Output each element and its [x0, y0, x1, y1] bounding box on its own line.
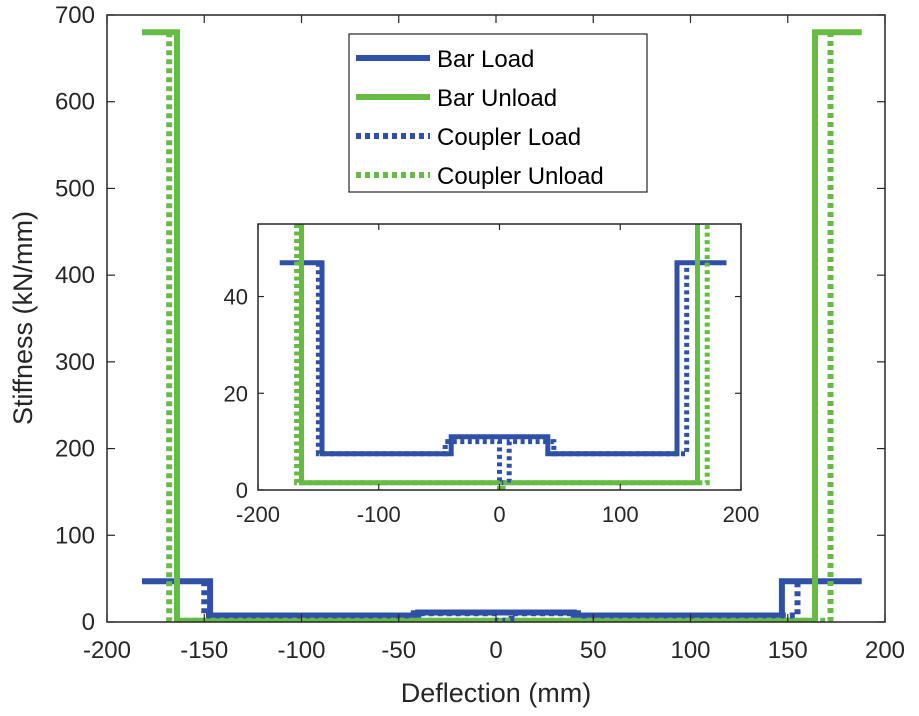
inset-y-tick-label: 40 — [224, 285, 248, 310]
inset-y-ticks: 0 20 40 — [224, 285, 741, 503]
legend-label-bar-unload: Bar Unload — [437, 85, 557, 112]
inset-x-tick-label: 100 — [602, 502, 639, 527]
legend-label-coupler-load: Coupler Load — [437, 124, 581, 151]
main-series-coupler-unload — [166, 32, 834, 622]
inset-series-bar-unload — [299, 224, 700, 486]
inset-x-tick-label: 200 — [723, 502, 760, 527]
inset-x-tick-label: -100 — [357, 502, 401, 527]
main-x-tick-label: -150 — [180, 637, 228, 664]
main-y-tick-label: 300 — [55, 349, 95, 376]
main-series-coupler-load — [201, 581, 801, 622]
main-x-tick-label: -200 — [83, 637, 131, 664]
inset-y-tick-label: 0 — [236, 478, 248, 503]
legend-label-bar-load: Bar Load — [437, 46, 534, 73]
main-y-tick-label: 500 — [55, 175, 95, 202]
main-x-tick-label: -50 — [381, 637, 416, 664]
main-axes: -200 -150 -100 -50 0 50 100 150 200 010020030040… — [55, 2, 905, 664]
inset-series-coupler-unload — [294, 224, 710, 490]
inset-series-group — [279, 224, 727, 490]
main-y-tick-label: 0 — [82, 609, 95, 636]
main-x-tick-label: 150 — [768, 637, 808, 664]
inset-axes: -200 -100 0 100 200 0 20 40 — [224, 223, 759, 527]
inset-x-tick-label: 0 — [493, 502, 505, 527]
main-y-tick-label: 700 — [55, 2, 95, 29]
inset-y-tick-label: 20 — [224, 381, 248, 406]
main-y-tick-label: 400 — [55, 262, 95, 289]
main-x-tick-label: 100 — [670, 637, 710, 664]
y-axis-title: Stiffness (kN/mm) — [8, 211, 38, 425]
main-x-tick-label: 0 — [489, 637, 502, 664]
main-y-tick-label: 600 — [55, 89, 95, 116]
legend-label-coupler-unload: Coupler Unload — [437, 163, 604, 190]
x-axis-title: Deflection (mm) — [401, 678, 592, 708]
main-x-tick-label: 50 — [580, 637, 607, 664]
inset-background — [258, 224, 741, 490]
main-y-tick-label: 200 — [55, 436, 95, 463]
inset-series-bar-load — [279, 260, 727, 457]
legend-entries: Bar Load Bar Unload Coupler Load Coupler Un… — [356, 46, 604, 190]
main-y-tick-label: 100 — [55, 522, 95, 549]
main-x-ticks: -200 -150 -100 -50 0 50 100 150 200 — [83, 15, 905, 664]
main-x-tick-label: 200 — [865, 637, 905, 664]
legend: Bar Load Bar Unload Coupler Load Coupler Un… — [348, 33, 648, 193]
inset-x-ticks: -200 -100 0 100 200 — [236, 224, 759, 527]
main-x-tick-label: -100 — [277, 637, 325, 664]
inset-x-tick-label: -200 — [236, 502, 280, 527]
